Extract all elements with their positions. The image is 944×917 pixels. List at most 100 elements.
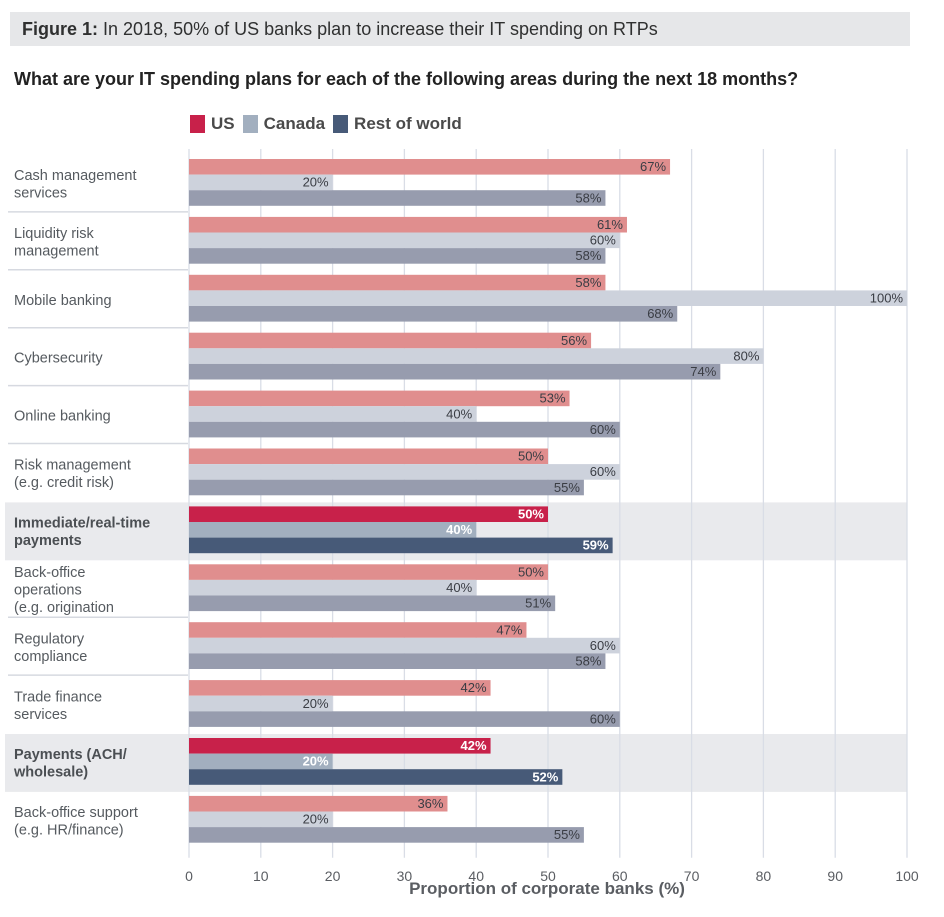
bar-rest-of-world bbox=[189, 595, 556, 612]
legend-label-rest-of-world: Rest of world bbox=[354, 114, 462, 133]
category-label: Online banking bbox=[14, 409, 111, 425]
value-label-us: 47% bbox=[496, 622, 522, 637]
bar-canada bbox=[189, 753, 333, 770]
value-label-us: 42% bbox=[461, 738, 487, 753]
bar-canada bbox=[189, 174, 333, 191]
figure-caption-text: In 2018, 50% of US banks plan to increas… bbox=[103, 19, 658, 39]
legend-label-us: US bbox=[211, 114, 235, 133]
category-labels: Cash management services Liquidity risk man… bbox=[13, 168, 150, 838]
legend-item-rest-of-world: Rest of world bbox=[333, 114, 462, 134]
category-label-line: compliance bbox=[14, 649, 87, 665]
bar-canada bbox=[189, 637, 620, 654]
bar-us bbox=[189, 390, 570, 407]
bar-rest-of-world bbox=[189, 421, 620, 438]
x-tick-label: 90 bbox=[827, 868, 843, 884]
category-label-line: (e.g. HR/finance) bbox=[14, 823, 124, 839]
category-label: Liquidity risk management bbox=[14, 226, 99, 260]
category-label: Cybersecurity bbox=[14, 351, 103, 367]
category-label-line: Immediate/real-time bbox=[14, 516, 150, 532]
value-label-us: 53% bbox=[540, 391, 566, 406]
value-label-us: 42% bbox=[461, 680, 487, 695]
bar-rest-of-world bbox=[189, 190, 606, 206]
category-label-line: Liquidity risk bbox=[14, 226, 95, 242]
bar-us bbox=[189, 795, 448, 812]
value-label-canada: 20% bbox=[303, 754, 329, 769]
category-label-line: (e.g. credit risk) bbox=[14, 475, 114, 491]
bar-rest-of-world bbox=[189, 769, 563, 785]
bar-us bbox=[189, 332, 592, 349]
bar-us bbox=[189, 274, 606, 291]
row-separators bbox=[8, 211, 188, 676]
bar-us bbox=[189, 159, 671, 175]
value-label-rest-of-world: 55% bbox=[554, 480, 580, 495]
value-label-us: 58% bbox=[575, 275, 601, 290]
value-label-canada: 40% bbox=[446, 522, 472, 537]
value-label-rest-of-world: 74% bbox=[690, 364, 716, 379]
category-label: Regulatory compliance bbox=[14, 631, 87, 665]
x-tick-label: 50 bbox=[540, 868, 556, 884]
value-label-canada: 40% bbox=[446, 406, 472, 421]
category-label-line: services bbox=[14, 186, 67, 202]
x-tick-label: 30 bbox=[397, 868, 413, 884]
bar-canada bbox=[189, 232, 620, 249]
x-tick-label: 0 bbox=[185, 868, 193, 884]
bar-canada bbox=[189, 522, 477, 538]
bar-rest-of-world bbox=[189, 306, 678, 322]
value-label-rest-of-world: 58% bbox=[575, 654, 601, 669]
bar-rest-of-world bbox=[189, 479, 584, 496]
legend-item-canada: Canada bbox=[242, 114, 325, 134]
category-label: Back-office operations (e.g. origination bbox=[14, 565, 114, 616]
value-label-us: 50% bbox=[518, 507, 544, 522]
bar-canada bbox=[189, 290, 907, 306]
category-label: Back-office support (e.g. HR/finance) bbox=[14, 805, 138, 839]
bar-us bbox=[189, 216, 627, 233]
value-label-us: 36% bbox=[417, 796, 443, 811]
category-label-line: wholesale) bbox=[13, 765, 88, 781]
value-label-rest-of-world: 60% bbox=[590, 711, 616, 726]
bar-rest-of-world bbox=[189, 827, 584, 843]
bar-canada bbox=[189, 406, 477, 422]
x-axis-ticks: 0 10 20 30 40 50 60 70 80 90 100 bbox=[185, 868, 919, 884]
value-label-us: 50% bbox=[518, 564, 544, 579]
x-tick-label: 40 bbox=[468, 868, 484, 884]
category-label-line: Back-office support bbox=[14, 805, 138, 821]
value-label-canada: 100% bbox=[870, 291, 904, 306]
bar-us bbox=[189, 506, 548, 522]
value-label-canada: 20% bbox=[303, 175, 329, 190]
value-label-rest-of-world: 58% bbox=[575, 248, 601, 263]
category-label-line: Trade finance bbox=[14, 689, 102, 705]
category-label-line: Mobile banking bbox=[14, 293, 112, 309]
figure-banner: Figure 1: In 2018, 50% of US banks plan … bbox=[10, 12, 910, 46]
x-tick-label: 10 bbox=[253, 868, 269, 884]
bar-rest-of-world bbox=[189, 653, 606, 669]
figure-caption: Figure 1: In 2018, 50% of US banks plan … bbox=[22, 19, 658, 40]
x-axis-title: Proportion of corporate banks (%) bbox=[409, 879, 685, 898]
chart-legend: US Canada Rest of world bbox=[190, 114, 470, 134]
value-label-rest-of-world: 59% bbox=[583, 538, 609, 553]
legend-swatch-us bbox=[190, 115, 205, 133]
value-label-rest-of-world: 52% bbox=[532, 769, 558, 784]
x-tick-label: 70 bbox=[684, 868, 700, 884]
bar-rest-of-world bbox=[189, 537, 613, 554]
x-tick-label: 80 bbox=[756, 868, 772, 884]
category-label: Trade finance services bbox=[14, 689, 102, 723]
value-label-us: 56% bbox=[561, 333, 587, 348]
bars: 67%20%58%61%60%58%58%100%68%56%80%74%53%… bbox=[189, 159, 907, 843]
value-label-canada: 20% bbox=[303, 812, 329, 827]
bar-us bbox=[189, 622, 527, 638]
category-label: Immediate/real-time payments bbox=[14, 516, 150, 550]
bar-canada bbox=[189, 464, 620, 480]
value-label-us: 61% bbox=[597, 217, 623, 232]
value-label-canada: 80% bbox=[733, 348, 759, 363]
bar-rest-of-world bbox=[189, 248, 606, 264]
category-label-line: payments bbox=[14, 533, 82, 549]
category-label: Payments (ACH/wholesale) bbox=[13, 747, 127, 781]
category-label: Mobile banking bbox=[14, 293, 112, 309]
bar-canada bbox=[189, 579, 477, 596]
category-label-line: Cash management bbox=[14, 168, 137, 184]
value-label-canada: 60% bbox=[590, 464, 616, 479]
value-label-canada: 60% bbox=[590, 638, 616, 653]
x-tick-label: 60 bbox=[612, 868, 628, 884]
category-label-line: Online banking bbox=[14, 409, 111, 425]
